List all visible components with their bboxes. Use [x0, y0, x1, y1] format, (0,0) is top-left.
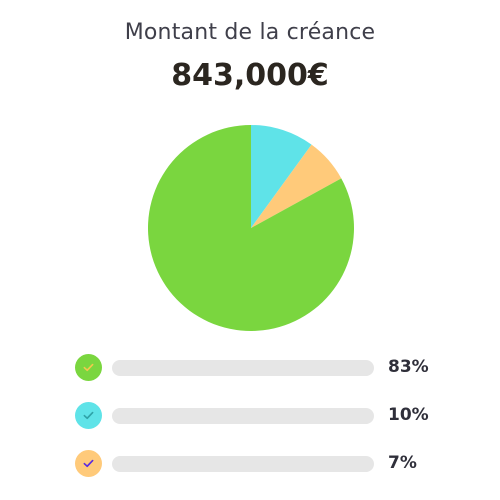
- slice-percent-label: 7%: [388, 453, 417, 473]
- progress-track: [112, 360, 374, 376]
- pie-slice-1: [147, 125, 354, 331]
- check-icon: [75, 354, 102, 381]
- pie-chart: [147, 125, 354, 331]
- progress-track: [112, 408, 374, 424]
- check-icon: [75, 450, 102, 477]
- legend-row-1: 83%: [0, 353, 500, 383]
- slice-percent-label: 83%: [388, 357, 429, 377]
- check-icon: [75, 402, 102, 429]
- pie-slice-2: [251, 125, 312, 228]
- chart-title: Montant de la créance: [124, 20, 376, 45]
- slice-percent-label: 10%: [388, 405, 429, 425]
- legend-row-2: 10%: [0, 401, 500, 431]
- total-amount: 843,000€: [171, 58, 329, 93]
- pie-slice-3: [251, 144, 342, 228]
- legend-row-3: 7%: [0, 449, 500, 479]
- progress-track: [112, 456, 374, 472]
